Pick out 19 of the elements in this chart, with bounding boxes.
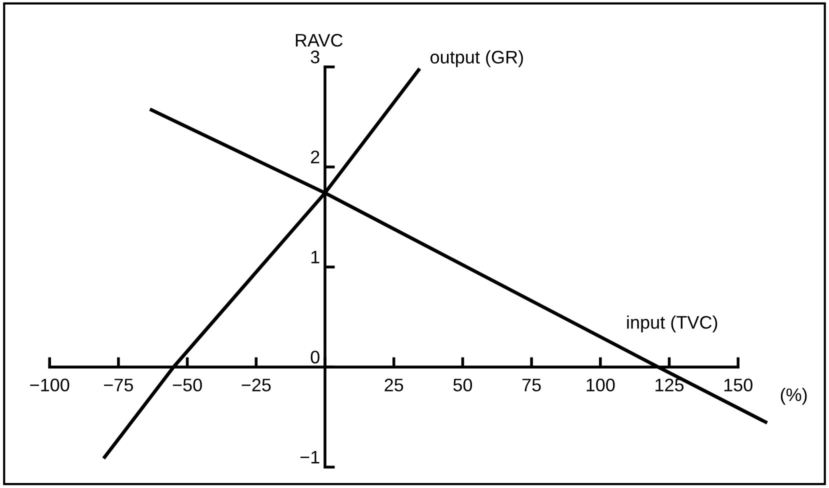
y-tick-label: 3 — [310, 50, 320, 64]
y-axis-title: RAVC — [296, 34, 343, 47]
x-axis-title: (%) — [780, 388, 807, 405]
series-label: output (GR) — [430, 50, 523, 68]
x-tick-label: 75 — [522, 378, 541, 392]
x-tick-label: 25 — [384, 378, 404, 392]
y-tick-label: 0 — [310, 350, 320, 364]
x-tick-label: 100 — [586, 378, 615, 392]
x-tick-label: 125 — [656, 378, 684, 392]
x-tick-label: −50 — [172, 378, 202, 392]
y-tick-label: 1 — [311, 250, 320, 264]
y-tick-label: −1 — [300, 450, 320, 464]
x-tick-label: −25 — [242, 378, 271, 392]
series-label: input (TVC) — [627, 316, 718, 332]
y-tick-label: 2 — [311, 150, 320, 164]
x-tick-label: −100 — [30, 378, 70, 392]
x-tick-label: 150 — [724, 378, 752, 392]
x-tick-label: −75 — [104, 378, 134, 392]
x-tick-label: 50 — [453, 378, 472, 392]
